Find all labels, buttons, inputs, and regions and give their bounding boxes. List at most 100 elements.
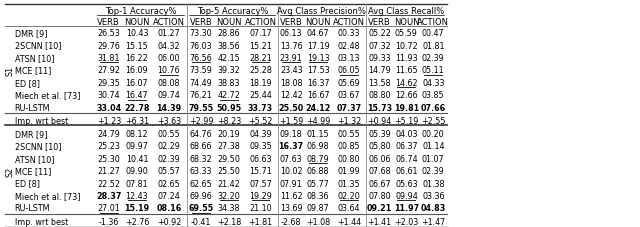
Text: 21.10: 21.10 — [249, 203, 272, 212]
Text: 06.13: 06.13 — [280, 29, 303, 38]
Text: 62.65: 62.65 — [189, 179, 212, 188]
Text: ACTION: ACTION — [153, 18, 185, 27]
Text: 19.13: 19.13 — [307, 54, 330, 63]
Text: 25.50: 25.50 — [278, 103, 304, 112]
Text: S2: S2 — [6, 166, 15, 176]
Text: 04.83: 04.83 — [420, 203, 446, 212]
Text: 09.87: 09.87 — [307, 203, 330, 212]
Text: 25.23: 25.23 — [97, 142, 120, 151]
Text: 09.21: 09.21 — [367, 203, 392, 212]
Text: 19.81: 19.81 — [394, 103, 419, 112]
Text: 06.98: 06.98 — [307, 142, 330, 151]
Text: 02.20: 02.20 — [337, 191, 360, 200]
Text: Imp. wrt best: Imp. wrt best — [15, 117, 68, 126]
Text: 79.55: 79.55 — [188, 103, 214, 112]
Text: 16.37: 16.37 — [307, 79, 330, 87]
Text: 07.57: 07.57 — [249, 179, 272, 188]
Text: 15.15: 15.15 — [125, 41, 148, 50]
Text: 18.08: 18.08 — [280, 79, 303, 87]
Text: 68.32: 68.32 — [189, 154, 212, 163]
Text: 01.81: 01.81 — [422, 41, 445, 50]
Text: 04.03: 04.03 — [395, 129, 418, 138]
Text: +1.23: +1.23 — [97, 117, 121, 126]
Text: 00.80: 00.80 — [337, 154, 360, 163]
Text: 01.35: 01.35 — [337, 179, 360, 188]
Text: 73.30: 73.30 — [189, 29, 212, 38]
Text: +0.92: +0.92 — [157, 217, 181, 226]
Text: Top-5 Accuracy%: Top-5 Accuracy% — [196, 7, 268, 16]
Text: 08.08: 08.08 — [157, 79, 180, 87]
Text: 14.39: 14.39 — [156, 103, 182, 112]
Text: +8.23: +8.23 — [217, 117, 241, 126]
Text: 03.64: 03.64 — [337, 203, 360, 212]
Text: 07.81: 07.81 — [125, 179, 148, 188]
Text: 01.99: 01.99 — [337, 166, 360, 175]
Text: Imp. wrt best: Imp. wrt best — [15, 217, 68, 226]
Text: 08.12: 08.12 — [125, 129, 148, 138]
Text: 11.62: 11.62 — [280, 191, 303, 200]
Text: Top-1 Accuracy%: Top-1 Accuracy% — [105, 7, 177, 16]
Text: DMR [9]: DMR [9] — [15, 129, 47, 138]
Text: 50.95: 50.95 — [216, 103, 242, 112]
Text: 15.19: 15.19 — [124, 203, 150, 212]
Text: 07.17: 07.17 — [249, 29, 272, 38]
Text: 76.03: 76.03 — [189, 41, 212, 50]
Text: 05.57: 05.57 — [157, 166, 180, 175]
Text: 05.22: 05.22 — [368, 29, 391, 38]
Text: 03.36: 03.36 — [422, 191, 445, 200]
Text: 63.33: 63.33 — [189, 166, 212, 175]
Text: +5.52: +5.52 — [248, 117, 273, 126]
Text: 04.32: 04.32 — [157, 41, 180, 50]
Text: 33.04: 33.04 — [96, 103, 122, 112]
Text: ATSN [10]: ATSN [10] — [15, 54, 54, 63]
Text: 13.69: 13.69 — [280, 203, 303, 212]
Text: NOUN: NOUN — [124, 18, 150, 27]
Text: +1.81: +1.81 — [248, 217, 273, 226]
Text: 76.56: 76.56 — [189, 54, 212, 63]
Text: VERB: VERB — [97, 18, 120, 27]
Text: 06.67: 06.67 — [368, 179, 391, 188]
Text: 16.37: 16.37 — [278, 142, 304, 151]
Text: 28.86: 28.86 — [218, 29, 241, 38]
Text: Miech et al. [73]: Miech et al. [73] — [15, 91, 80, 100]
Text: NOUN: NOUN — [216, 18, 242, 27]
Text: ACTION: ACTION — [417, 18, 449, 27]
Text: 08.80: 08.80 — [368, 91, 391, 100]
Text: 76.21: 76.21 — [189, 91, 212, 100]
Text: 06.06: 06.06 — [368, 154, 391, 163]
Text: 29.35: 29.35 — [97, 79, 120, 87]
Text: +1.47: +1.47 — [421, 217, 445, 226]
Text: 15.71: 15.71 — [249, 166, 272, 175]
Text: 38.83: 38.83 — [218, 79, 241, 87]
Text: 08.79: 08.79 — [307, 154, 330, 163]
Text: 01.14: 01.14 — [422, 142, 445, 151]
Text: 07.80: 07.80 — [368, 191, 391, 200]
Text: -0.41: -0.41 — [191, 217, 211, 226]
Text: 34.38: 34.38 — [218, 203, 241, 212]
Text: 09.94: 09.94 — [395, 191, 418, 200]
Text: 68.66: 68.66 — [189, 142, 212, 151]
Text: ED [8]: ED [8] — [15, 79, 40, 87]
Text: 10.43: 10.43 — [125, 29, 148, 38]
Text: Miech et al. [73]: Miech et al. [73] — [15, 191, 80, 200]
Text: 73.59: 73.59 — [189, 66, 212, 75]
Text: 07.66: 07.66 — [420, 103, 446, 112]
Text: 10.76: 10.76 — [157, 66, 180, 75]
Text: 08.36: 08.36 — [307, 191, 330, 200]
Text: 33.73: 33.73 — [248, 103, 273, 112]
Text: 07.37: 07.37 — [336, 103, 362, 112]
Text: 11.97: 11.97 — [394, 203, 419, 212]
Text: 69.55: 69.55 — [188, 203, 214, 212]
Text: +3.63: +3.63 — [157, 117, 181, 126]
Text: 13.76: 13.76 — [280, 41, 303, 50]
Text: 09.33: 09.33 — [368, 54, 391, 63]
Text: ED [8]: ED [8] — [15, 179, 40, 188]
Text: 06.63: 06.63 — [249, 154, 272, 163]
Text: 05.80: 05.80 — [368, 142, 391, 151]
Text: 02.39: 02.39 — [422, 54, 445, 63]
Text: 22.52: 22.52 — [97, 179, 120, 188]
Text: +6.31: +6.31 — [125, 117, 149, 126]
Text: 14.79: 14.79 — [368, 66, 391, 75]
Text: 07.91: 07.91 — [280, 179, 303, 188]
Text: 64.76: 64.76 — [189, 129, 212, 138]
